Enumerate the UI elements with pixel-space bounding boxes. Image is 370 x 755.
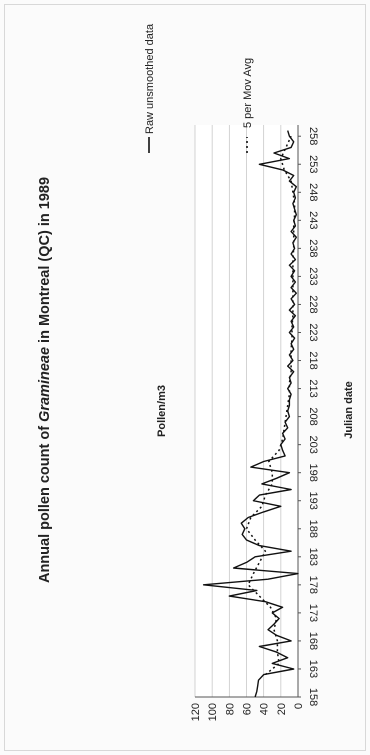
x-tick-label-198: 198 (307, 464, 319, 482)
x-tick-label-223: 223 (307, 323, 319, 341)
chart-title-italic: Gramineae (37, 347, 53, 422)
series-raw-line (202, 130, 299, 698)
x-tick-label-183: 183 (307, 548, 319, 566)
legend: Raw unsmoothed data 5 per Mov Avg (144, 23, 254, 153)
x-axis-title: Julian date (343, 381, 355, 438)
y-tick-label-0: 0 (293, 703, 305, 709)
x-tick-label-158: 158 (307, 688, 319, 706)
legend-raw-label: Raw unsmoothed data (144, 23, 156, 134)
legend-avg-label: 5 per Mov Avg (242, 58, 254, 128)
y-axis-title: Pollen/m3 (156, 385, 168, 437)
x-tick-label-253: 253 (307, 155, 319, 173)
x-tick-label-168: 168 (307, 632, 319, 650)
y-tick-label-100: 100 (207, 703, 219, 721)
y-tick-label-40: 40 (259, 703, 271, 715)
x-tick-label-233: 233 (307, 267, 319, 285)
x-tick-label-203: 203 (307, 435, 319, 453)
x-tick-label-178: 178 (307, 576, 319, 594)
x-tick-label-243: 243 (307, 211, 319, 229)
y-tick-label-20: 20 (276, 703, 288, 715)
chart-title-suffix: in Montreal (QC) in 1989 (37, 177, 53, 347)
y-tick-label-120: 120 (190, 703, 202, 721)
x-tick-label-193: 193 (307, 492, 319, 510)
y-tick-label-80: 80 (224, 703, 236, 715)
x-tick-label-173: 173 (307, 604, 319, 622)
x-tick-label-248: 248 (307, 183, 319, 201)
x-tick-label-228: 228 (307, 295, 319, 313)
x-tick-label-163: 163 (307, 660, 319, 678)
x-tick-label-258: 258 (307, 127, 319, 145)
x-tick-label-213: 213 (307, 379, 319, 397)
x-tick-label-238: 238 (307, 239, 319, 257)
x-tick-label-208: 208 (307, 407, 319, 425)
x-tick-label-188: 188 (307, 520, 319, 538)
series-moving-average-line (245, 135, 296, 676)
chart-title-prefix: Annual pollen count of (37, 422, 53, 583)
y-tick-label-60: 60 (242, 703, 254, 715)
chart-title: Annual pollen count of Gramineae in Mont… (37, 177, 53, 583)
x-tick-label-218: 218 (307, 351, 319, 369)
page-border (4, 4, 366, 751)
